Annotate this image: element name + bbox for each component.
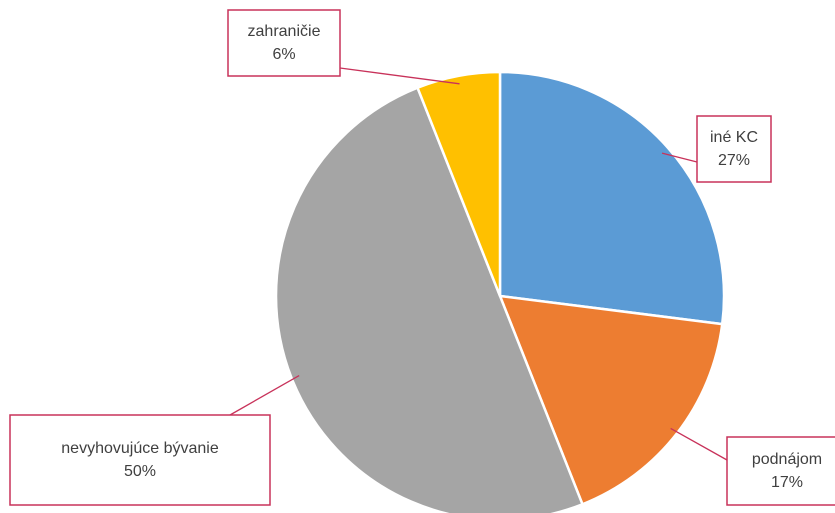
value-label: 50% <box>124 463 156 480</box>
category-label: podnájom <box>752 451 822 468</box>
leader-line <box>339 67 460 85</box>
value-label: 6% <box>272 46 295 63</box>
category-label: zahraničie <box>248 23 321 40</box>
leader-line <box>229 374 300 416</box>
leader-line <box>661 152 698 163</box>
pie-slice <box>498 294 724 506</box>
category-label: iné KC <box>710 129 758 146</box>
leader-line <box>670 427 728 461</box>
category-label: nevyhovujúce bývanie <box>61 440 219 457</box>
callout-box <box>696 115 772 183</box>
pie-slice <box>498 70 726 326</box>
pie-slice <box>415 70 502 297</box>
value-label: 17% <box>771 474 803 491</box>
callout-box <box>227 9 341 77</box>
value-label: 27% <box>718 152 750 169</box>
callout-box <box>726 436 835 506</box>
callout-box <box>9 414 271 506</box>
pie-slice <box>274 86 585 513</box>
